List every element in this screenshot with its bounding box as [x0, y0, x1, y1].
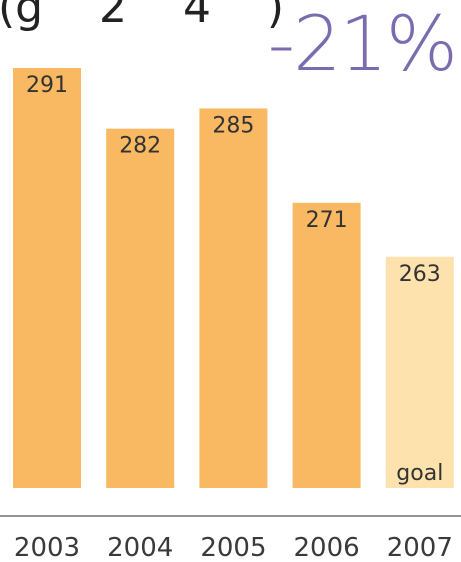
x-tick-label-2007: 2007: [387, 533, 453, 562]
value-label-2006: 271: [306, 208, 348, 233]
bar-2003: [13, 68, 81, 488]
value-labels-group: 291 282 285 271 263: [26, 73, 441, 287]
value-label-2007: 263: [399, 262, 441, 287]
bar-2005: [199, 108, 268, 489]
x-tick-label-2006: 2006: [294, 533, 360, 562]
bar-2006: [292, 202, 361, 488]
value-label-2004: 282: [119, 134, 161, 159]
headline-percentage: -21%: [268, 0, 456, 88]
x-tick-label-2005: 2005: [200, 533, 266, 562]
x-tick-label-2004: 2004: [107, 533, 173, 562]
chart-title-fragment: (g 2 4 ): [0, 0, 284, 33]
bars-group: [13, 68, 454, 489]
value-label-2003: 291: [26, 73, 68, 98]
value-label-2005: 285: [212, 113, 254, 138]
goal-note: goal: [396, 461, 443, 486]
x-tick-label-2003: 2003: [14, 533, 80, 562]
bar-2004: [106, 128, 175, 488]
bar-2007: [385, 256, 454, 488]
x-tick-labels-group: 2003 2004 2005 2006 2007: [14, 533, 453, 562]
